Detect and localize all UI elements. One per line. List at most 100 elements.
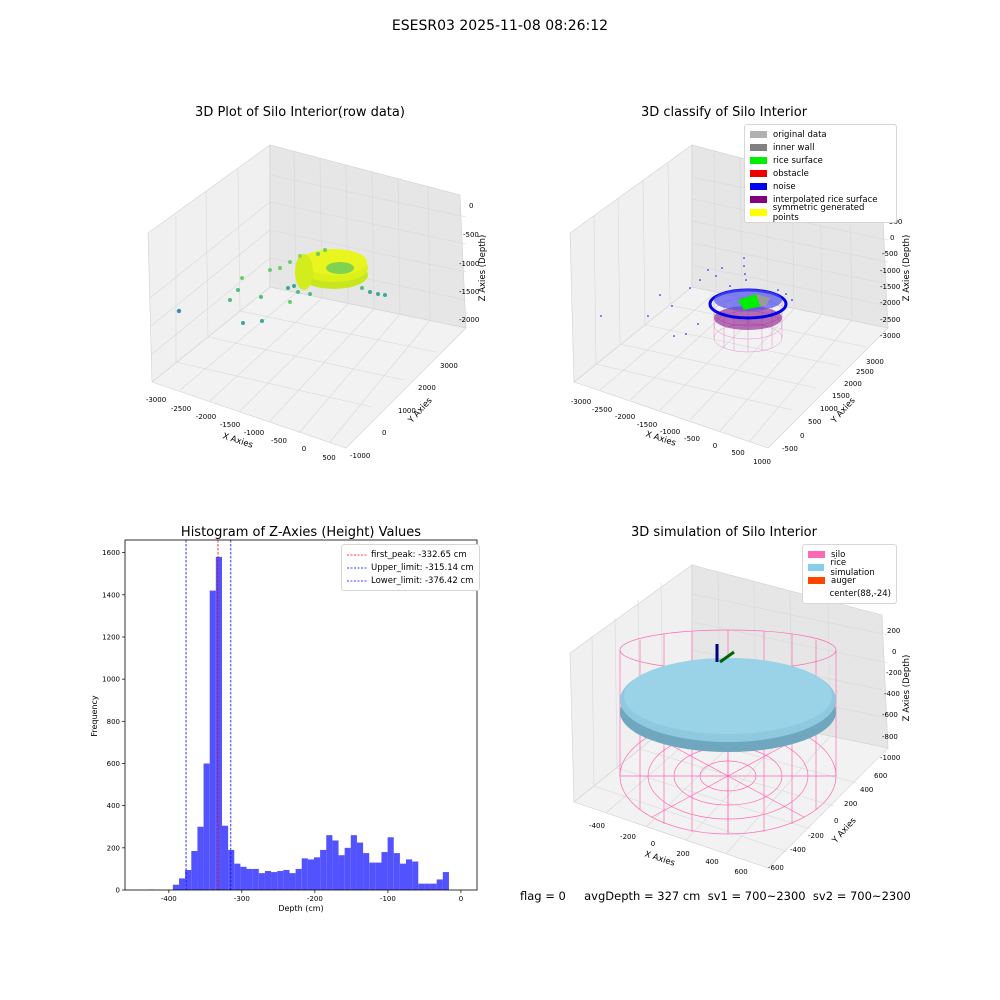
raw-ztick: -1000 <box>459 260 479 268</box>
histogram-ytick-label: 1600 <box>102 549 120 557</box>
simulation-legend: silo rice simulation auger center(88,-24… <box>802 544 897 604</box>
legend-item: rice surface <box>750 154 891 167</box>
histogram-bar <box>197 826 204 890</box>
sim-z-axis-label: Z Axies (Depth) <box>902 655 912 722</box>
simulation-3d-axes[interactable]: -400 -200 0 200 400 600 X Axies -600 -40… <box>569 564 912 876</box>
classify-ztick: -2500 <box>880 316 900 324</box>
histogram-chart[interactable]: -400 -300 -200 -100 0 0 200 400 600 800 1000 1200 14… <box>102 539 478 903</box>
sim-ytick: 200 <box>844 800 857 808</box>
raw-scatter-points <box>176 248 387 325</box>
legend-item: original data <box>750 128 891 141</box>
sim-xtick: 400 <box>705 858 718 866</box>
histogram-frame <box>124 539 478 891</box>
histogram-bar <box>246 868 253 890</box>
classify-ytick: 2000 <box>844 380 862 388</box>
raw-xtick: -1000 <box>244 429 264 437</box>
histogram-bar <box>350 835 357 890</box>
histogram-bar <box>436 879 443 890</box>
raw-ztick: 0 <box>469 202 473 210</box>
classify-ytick: -500 <box>782 445 798 453</box>
classify-xtick: 500 <box>731 449 744 457</box>
legend-label: interpolated rice surface <box>773 194 878 205</box>
classify-xtick: 0 <box>713 442 717 450</box>
classify-xtick: -500 <box>684 435 700 443</box>
histogram-bar <box>369 862 376 890</box>
histogram-bar <box>307 859 314 890</box>
histogram-bar <box>271 872 278 890</box>
histogram-bar <box>283 869 290 890</box>
histogram-y-axis-label: Frequency <box>90 695 99 737</box>
legend-label: center(88,-24) <box>829 588 891 599</box>
histogram-bar <box>240 866 247 890</box>
histogram-bar <box>301 858 308 890</box>
classify-xtick: -3000 <box>571 398 591 406</box>
histogram-bar <box>393 853 400 890</box>
histogram-ytick-label: 1400 <box>102 591 120 599</box>
histogram-bar <box>381 852 388 890</box>
legend-item: center(88,-24) <box>808 587 891 600</box>
legend-label: Lower_limit: -376.42 cm <box>371 575 474 586</box>
legend-line-sample <box>347 554 367 555</box>
histogram-bar <box>412 861 419 890</box>
legend-swatch <box>750 157 767 164</box>
histogram-bar <box>326 835 333 890</box>
legend-item: inner wall <box>750 141 891 154</box>
histogram-xtick-label: 0 <box>459 895 463 903</box>
legend-label: auger <box>831 575 856 586</box>
raw-3d-axes[interactable]: -3000 -2500 -2000 -1500 -1000 -500 0 500… <box>146 144 488 462</box>
histogram-bar <box>209 590 216 890</box>
histogram-bar <box>430 883 437 890</box>
histogram-bar <box>277 871 284 890</box>
histogram-bar <box>172 884 180 890</box>
legend-item: obstacle <box>750 167 891 180</box>
classify-ytick: 1000 <box>820 405 838 413</box>
sim-ztick: -800 <box>882 733 898 741</box>
noise-points <box>600 257 793 337</box>
legend-label: inner wall <box>773 142 815 153</box>
legend-label: Upper_limit: -315.14 cm <box>371 562 474 573</box>
simulation-panel-title: 3D simulation of Silo Interior <box>631 525 818 540</box>
classify-ztick: -1000 <box>880 267 900 275</box>
sim-ytick: 0 <box>834 817 838 825</box>
histogram-x-axis-label: Depth (cm) <box>278 904 323 913</box>
status-footer: flag = 0 avgDepth = 327 cm sv1 = 700~230… <box>520 889 911 903</box>
legend-line-sample <box>347 580 367 581</box>
sim-xtick: 600 <box>734 868 747 876</box>
classify-xtick: 1000 <box>753 458 771 466</box>
histogram-bar <box>258 873 265 890</box>
legend-item: Lower_limit: -376.42 cm <box>347 574 474 587</box>
histogram-bar <box>185 869 192 890</box>
classify-ztick: -500 <box>882 250 898 258</box>
histogram-xtick-label: -100 <box>380 895 396 903</box>
sim-ytick: -400 <box>790 846 806 854</box>
histogram-bar <box>387 837 394 890</box>
histogram-ytick-label: 600 <box>107 760 120 768</box>
raw-ytick: 0 <box>382 429 386 437</box>
histogram-title: Histogram of Z-Axies (Height) Values <box>181 525 421 540</box>
classify-panel-title: 3D classify of Silo Interior <box>641 105 808 120</box>
histogram-bar <box>375 862 382 890</box>
histogram-xtick-label: -300 <box>234 895 250 903</box>
legend-item: first_peak: -332.65 cm <box>347 548 474 561</box>
classify-ztick: -3000 <box>880 332 900 340</box>
legend-swatch <box>750 196 767 203</box>
raw-xtick: -3000 <box>146 396 166 404</box>
legend-label: symmetric generated points <box>772 202 865 223</box>
legend-item: Upper_limit: -315.14 cm <box>347 561 474 574</box>
legend-item: rice simulation <box>808 558 891 578</box>
raw-ytick: 1000 <box>398 407 416 415</box>
legend-swatch <box>808 590 824 597</box>
sim-ztick: 0 <box>892 648 896 656</box>
classify-xtick: -1500 <box>637 421 657 429</box>
raw-xtick: -500 <box>271 437 287 445</box>
legend-item: symmetric generated points <box>750 203 891 223</box>
histogram-bar <box>234 863 241 890</box>
histogram-ytick-label: 200 <box>107 844 120 852</box>
histogram-bar <box>338 855 345 890</box>
sim-ztick: 200 <box>887 627 900 635</box>
raw-ztick: -2000 <box>459 316 479 324</box>
sim-ytick: -600 <box>768 864 784 872</box>
histogram-ytick-label: 400 <box>107 802 120 810</box>
legend-swatch <box>750 183 767 190</box>
legend-swatch <box>808 564 825 571</box>
